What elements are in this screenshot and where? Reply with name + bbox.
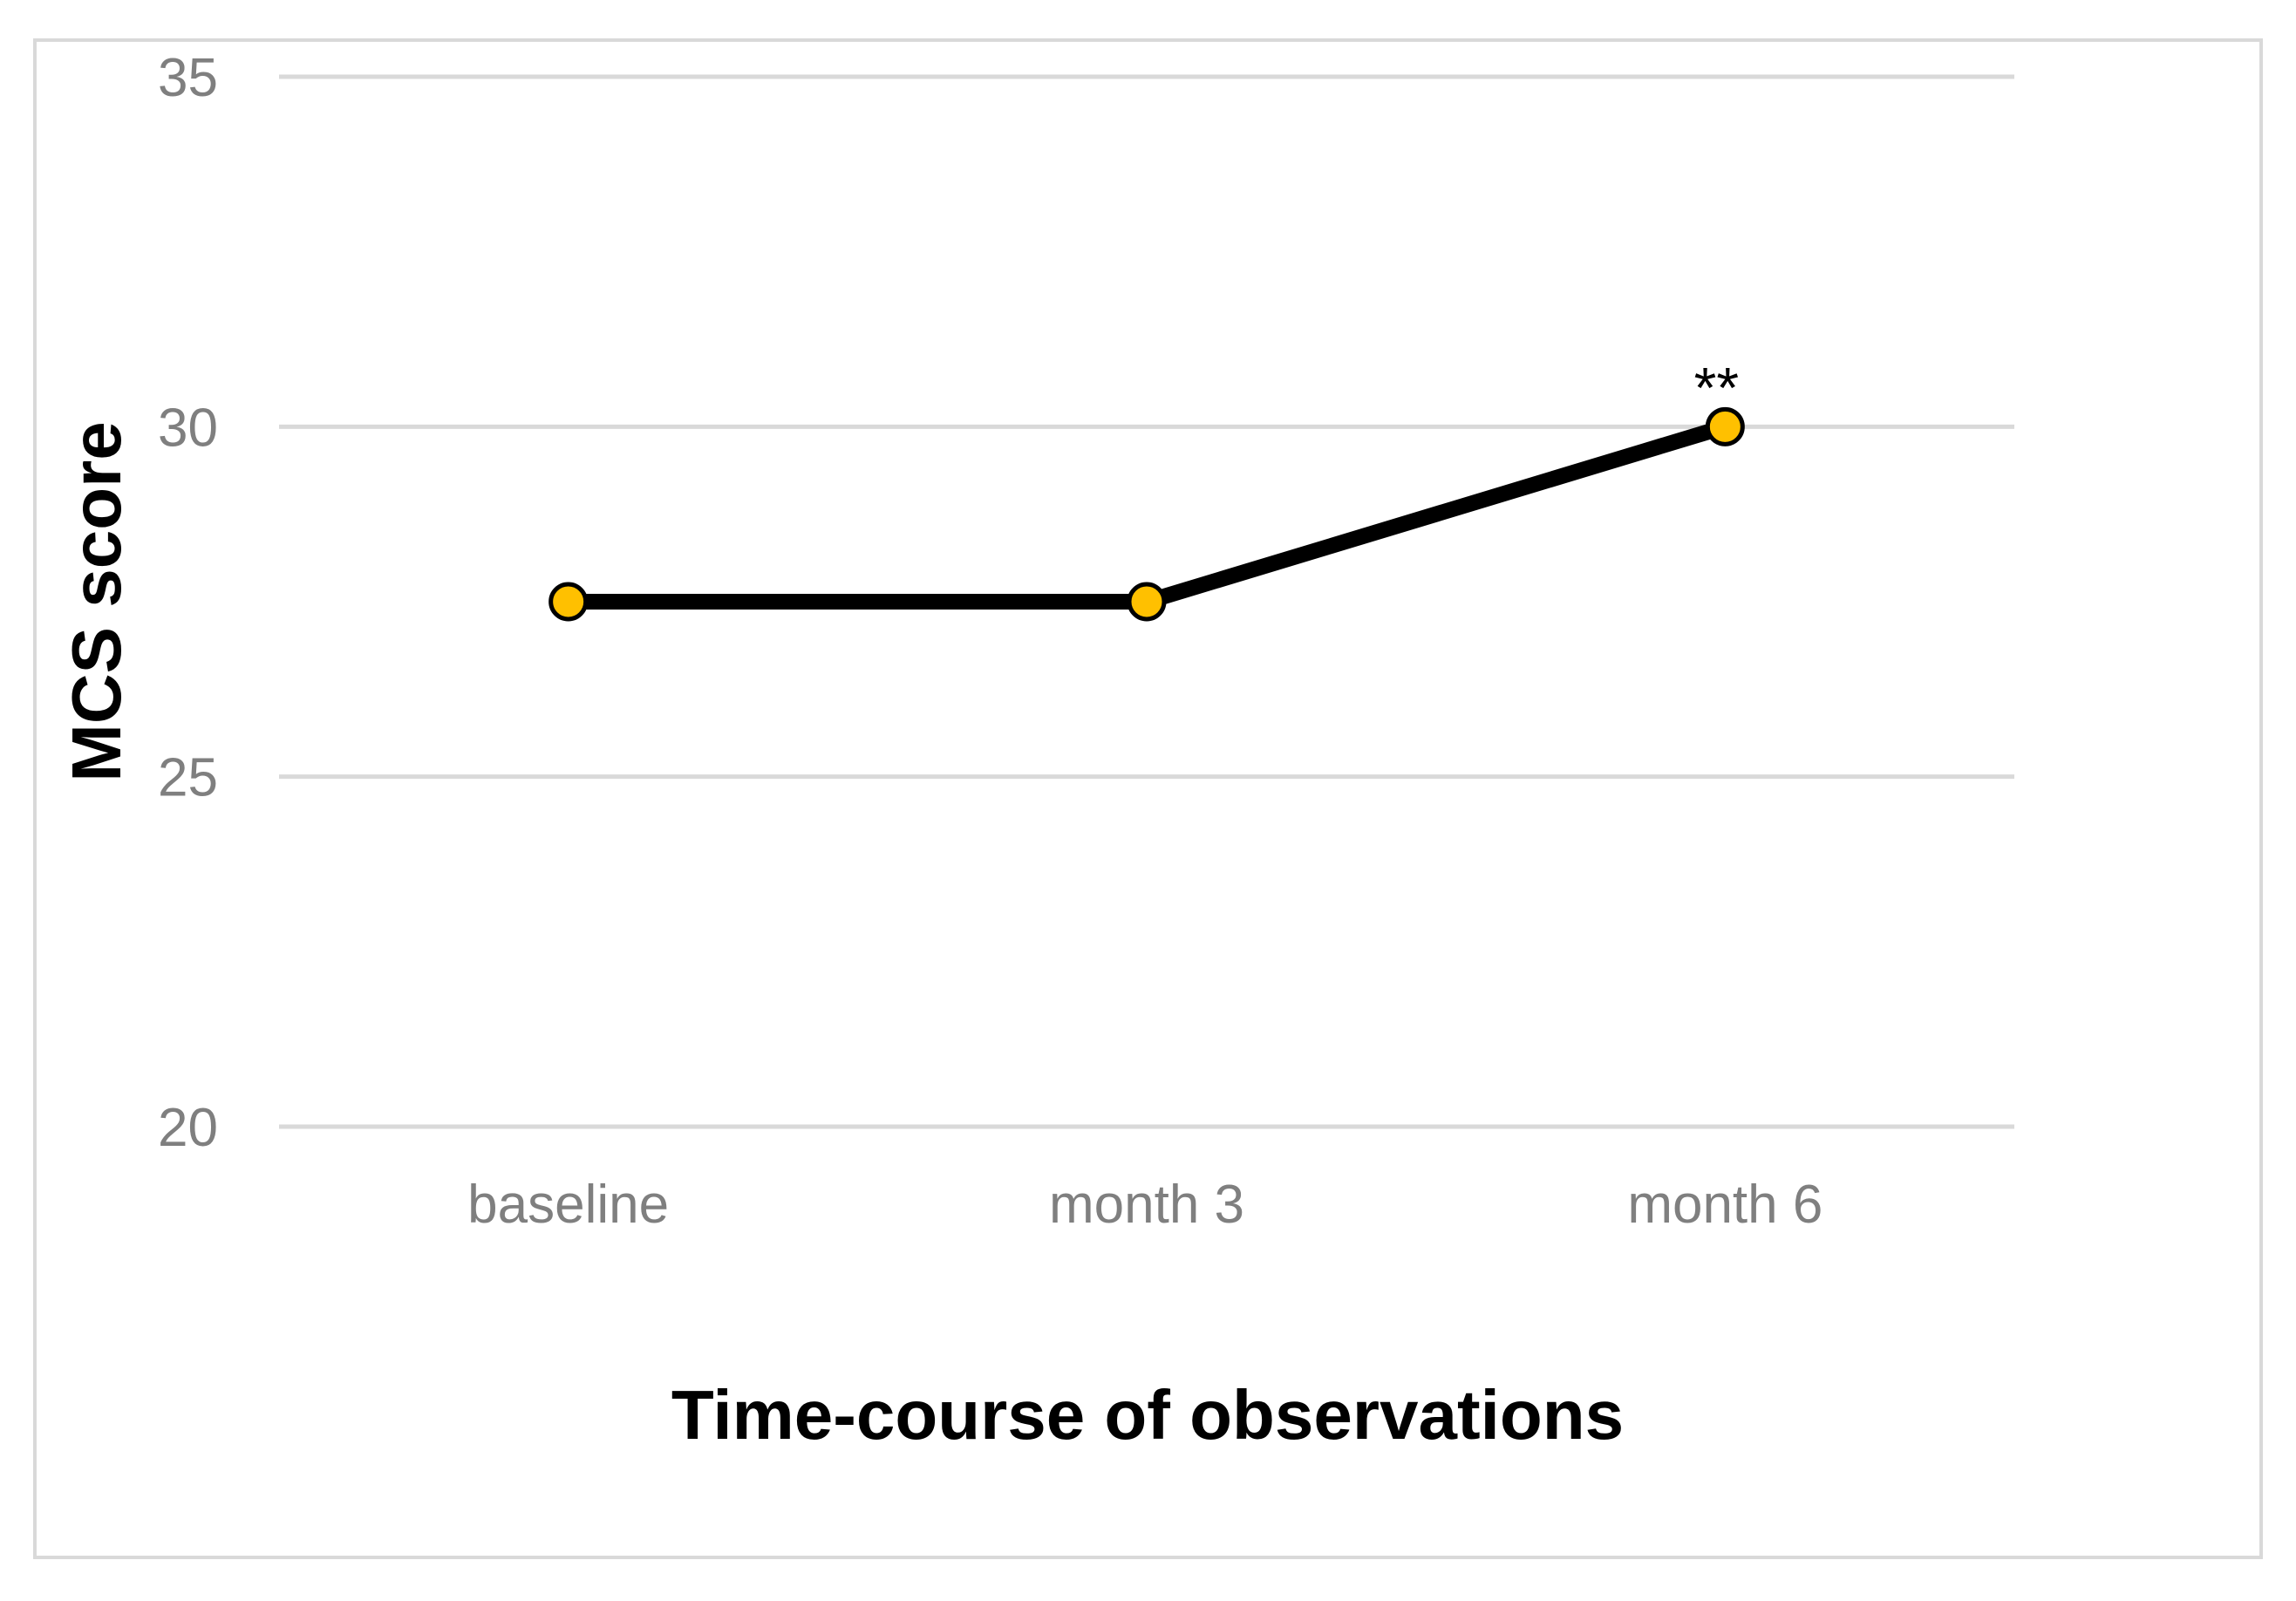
- data-point: [1705, 406, 1745, 446]
- y-tick-label: 35: [158, 48, 218, 108]
- x-tick-label: baseline: [467, 1175, 669, 1235]
- gridlines: [279, 74, 2014, 1129]
- chart-frame: [33, 38, 2263, 1559]
- data-point: [1127, 582, 1167, 622]
- x-tick-label: month 3: [1049, 1175, 1244, 1235]
- series-layer: [548, 406, 1745, 622]
- series-line: [560, 419, 1734, 610]
- data-point: [548, 582, 589, 622]
- x-axis-ticks: baseline month 3 month 6: [467, 1175, 1822, 1235]
- y-tick-label: 20: [158, 1098, 218, 1158]
- y-axis-title: MCS score: [58, 421, 135, 781]
- y-tick-label: 30: [158, 398, 218, 458]
- y-tick-label: 25: [158, 748, 218, 808]
- annotations: **: [1694, 355, 1739, 419]
- x-axis-title: Time-course of observations: [671, 1376, 1624, 1454]
- y-axis-ticks: 20 25 30 35: [158, 48, 218, 1158]
- x-tick-label: month 6: [1627, 1175, 1822, 1235]
- significance-annotation: **: [1694, 355, 1739, 419]
